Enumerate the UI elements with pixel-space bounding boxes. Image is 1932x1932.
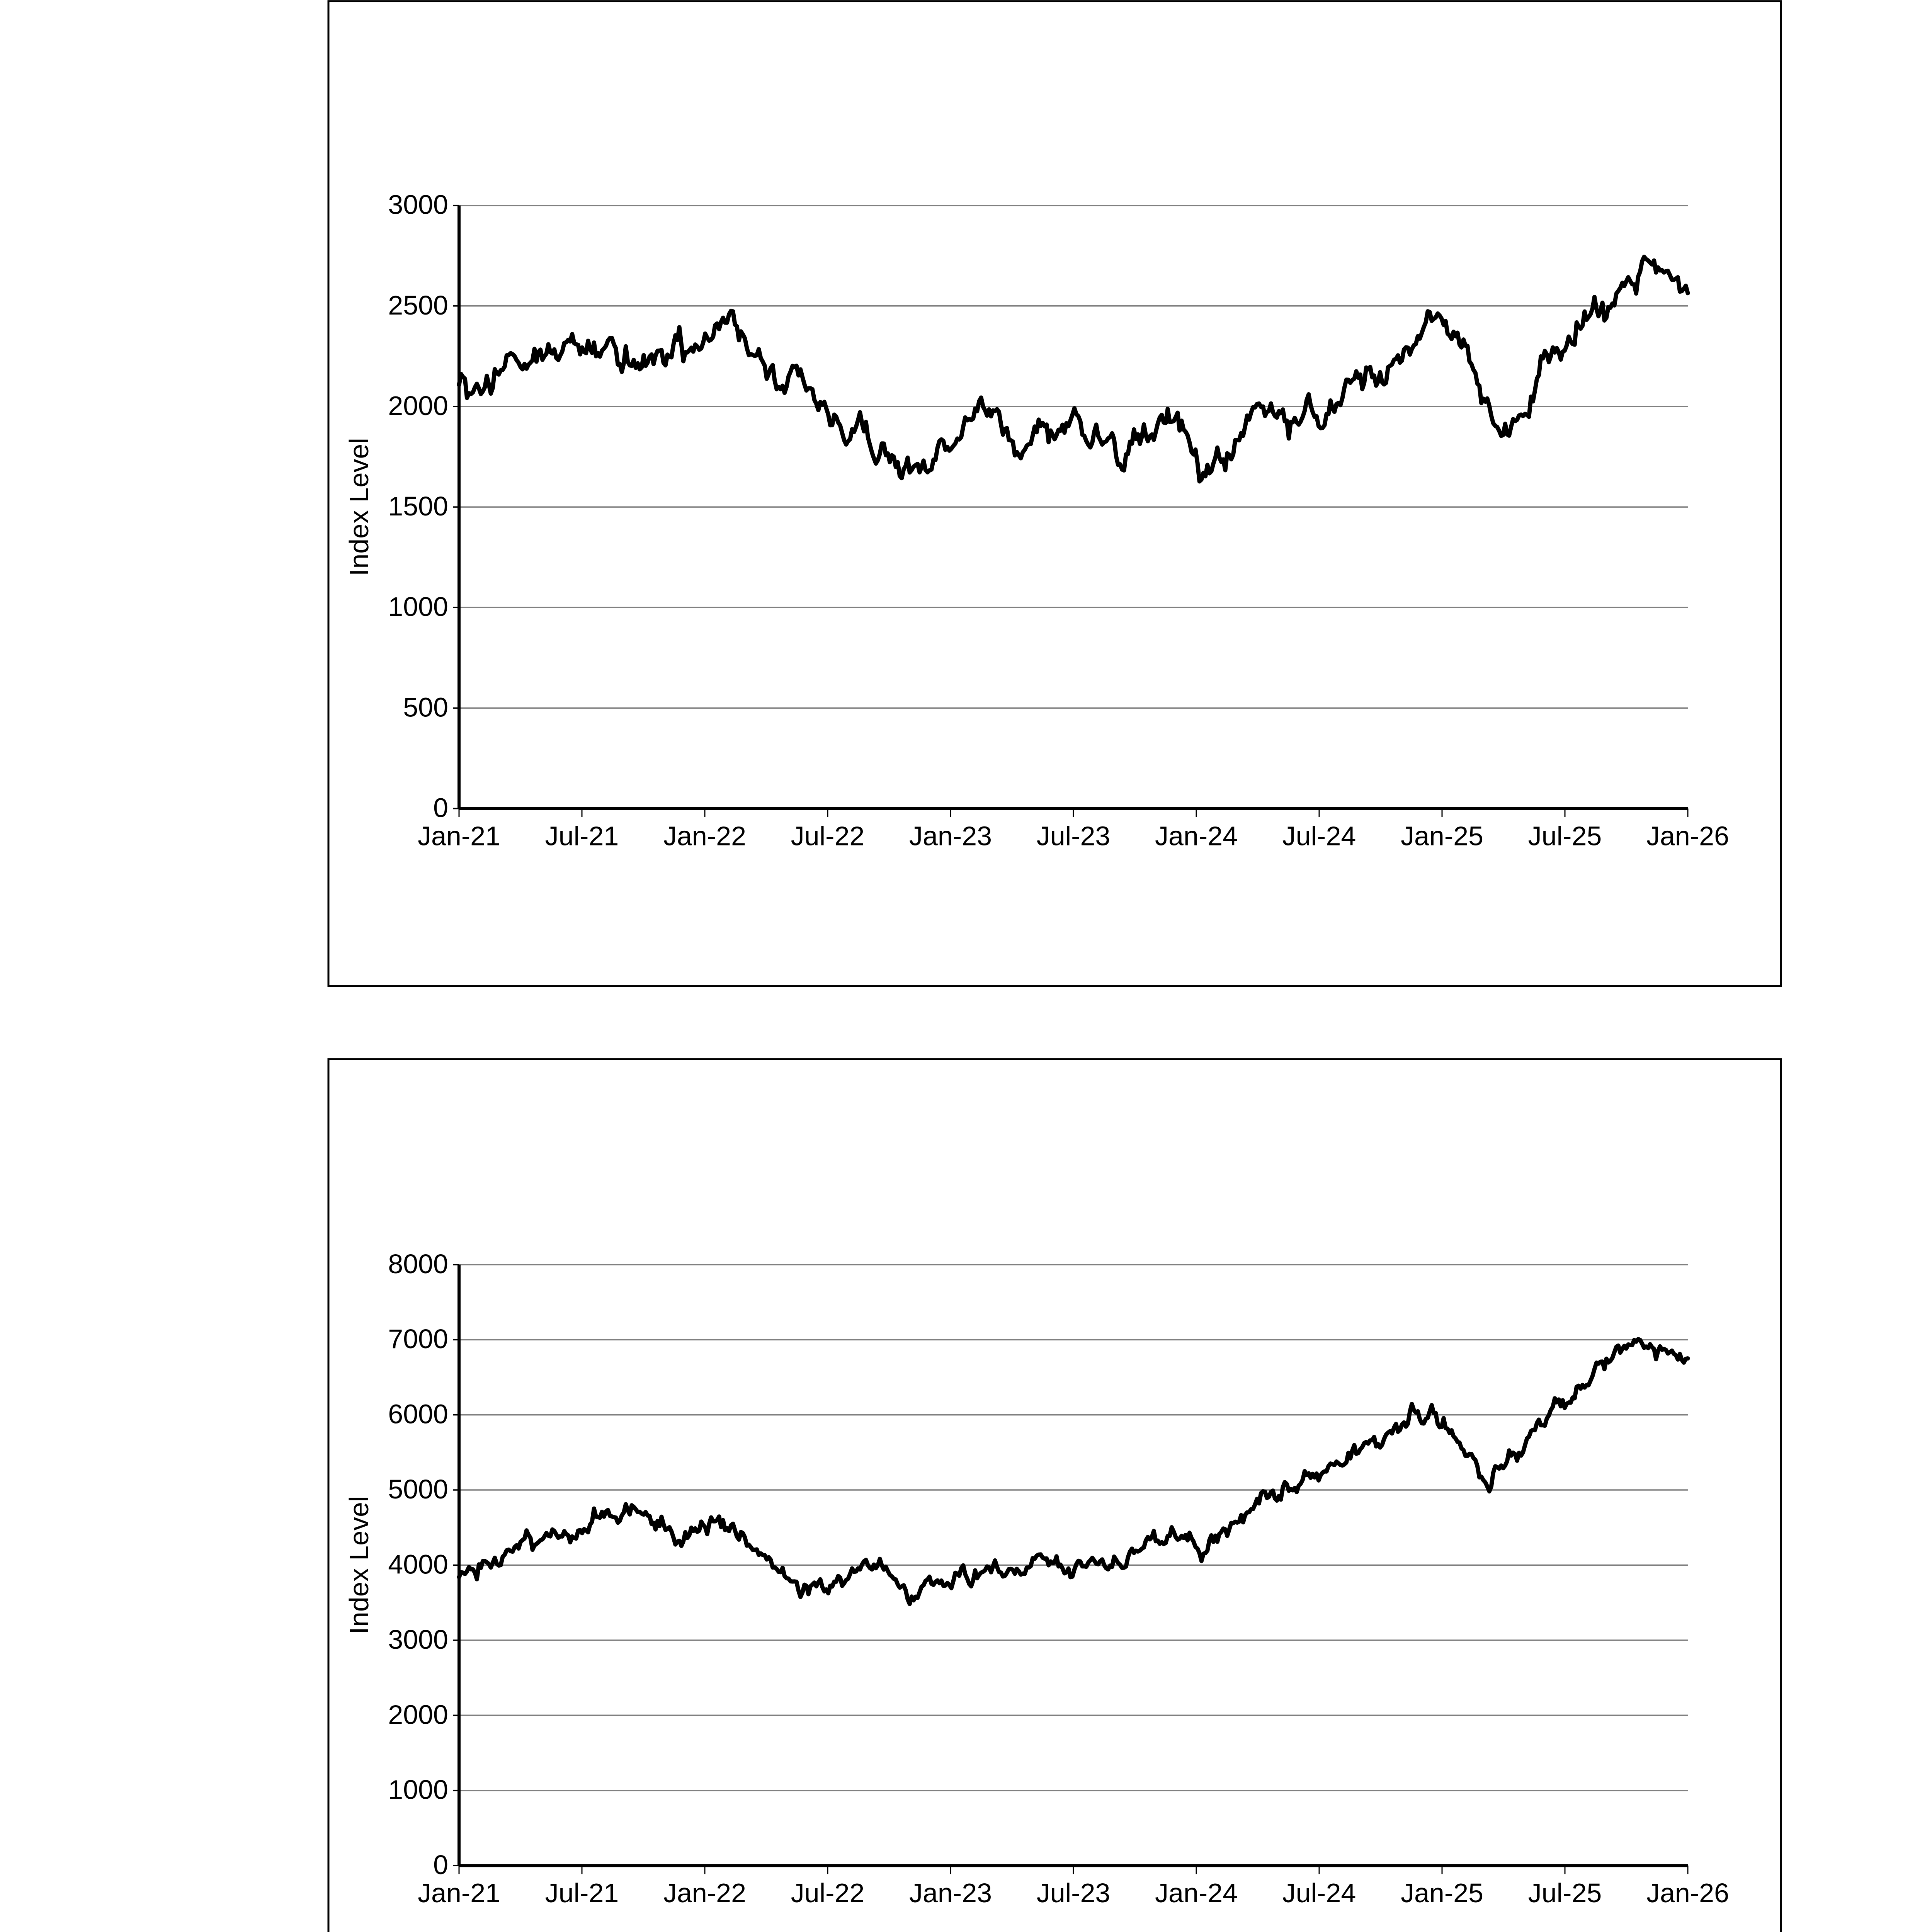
svg-text:Jul-25: Jul-25 bbox=[1528, 821, 1602, 851]
svg-text:0: 0 bbox=[433, 1850, 448, 1880]
svg-text:Index Level: Index Level bbox=[344, 1496, 374, 1634]
svg-text:4000: 4000 bbox=[388, 1549, 448, 1580]
svg-text:500: 500 bbox=[403, 692, 448, 722]
svg-text:Jan-25: Jan-25 bbox=[1401, 1878, 1483, 1908]
svg-text:Jan-24: Jan-24 bbox=[1155, 821, 1238, 851]
svg-text:Jan-25: Jan-25 bbox=[1401, 821, 1483, 851]
svg-text:Jan-21: Jan-21 bbox=[418, 1878, 500, 1908]
svg-text:Jan-26: Jan-26 bbox=[1646, 1878, 1729, 1908]
svg-text:Jan-23: Jan-23 bbox=[909, 1878, 992, 1908]
svg-text:7000: 7000 bbox=[388, 1324, 448, 1354]
svg-text:2000: 2000 bbox=[388, 391, 448, 421]
svg-text:5000: 5000 bbox=[388, 1474, 448, 1504]
svg-text:Jul-21: Jul-21 bbox=[545, 821, 619, 851]
svg-text:Jul-23: Jul-23 bbox=[1037, 1878, 1111, 1908]
svg-text:Jul-22: Jul-22 bbox=[791, 1878, 865, 1908]
svg-text:1000: 1000 bbox=[388, 592, 448, 622]
svg-text:1000: 1000 bbox=[388, 1775, 448, 1805]
svg-text:3000: 3000 bbox=[388, 1624, 448, 1655]
svg-text:Jan-21: Jan-21 bbox=[418, 821, 500, 851]
svg-text:6000: 6000 bbox=[388, 1399, 448, 1429]
svg-text:Jan-22: Jan-22 bbox=[663, 821, 746, 851]
svg-text:Jul-22: Jul-22 bbox=[791, 821, 865, 851]
svg-text:8000: 8000 bbox=[388, 1249, 448, 1279]
svg-text:Jul-24: Jul-24 bbox=[1282, 1878, 1356, 1908]
svg-text:Jul-25: Jul-25 bbox=[1528, 1878, 1602, 1908]
svg-text:Jan-24: Jan-24 bbox=[1155, 1878, 1238, 1908]
svg-text:2000: 2000 bbox=[388, 1699, 448, 1730]
svg-text:Jan-22: Jan-22 bbox=[663, 1878, 746, 1908]
svg-text:1500: 1500 bbox=[388, 491, 448, 521]
svg-text:Jan-23: Jan-23 bbox=[909, 821, 992, 851]
svg-text:Index Level: Index Level bbox=[344, 438, 374, 576]
svg-text:3000: 3000 bbox=[388, 190, 448, 220]
svg-text:Jul-24: Jul-24 bbox=[1282, 821, 1356, 851]
svg-text:0: 0 bbox=[433, 793, 448, 823]
svg-text:Jan-26: Jan-26 bbox=[1646, 821, 1729, 851]
svg-text:Jul-23: Jul-23 bbox=[1037, 821, 1111, 851]
svg-text:Jul-21: Jul-21 bbox=[545, 1878, 619, 1908]
svg-text:2500: 2500 bbox=[388, 290, 448, 320]
